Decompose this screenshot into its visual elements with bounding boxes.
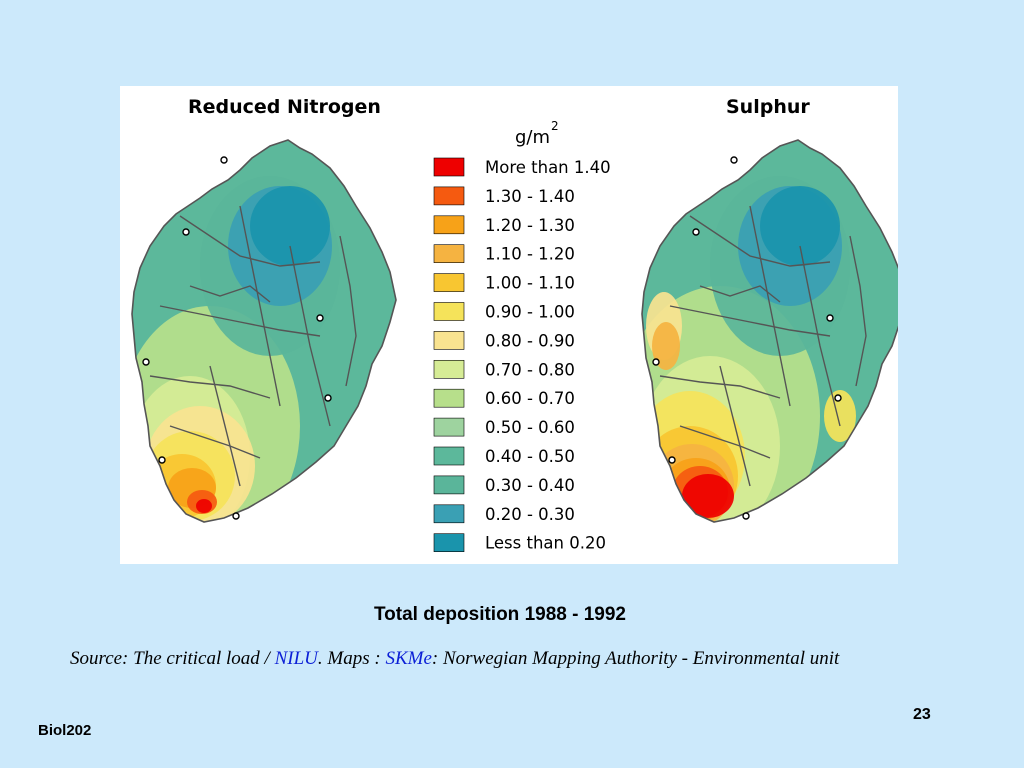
river-line <box>289 245 331 427</box>
source-mid: . Maps : <box>317 648 386 669</box>
nitrogen-map-title: Reduced Nitrogen <box>188 96 381 118</box>
town-marker <box>692 228 700 236</box>
legend-label: 1.30 - 1.40 <box>485 187 575 206</box>
legend-swatch <box>433 504 465 524</box>
unit-base: g/m <box>515 127 550 148</box>
legend-swatch <box>433 273 465 292</box>
river-line <box>749 205 791 407</box>
town-marker <box>158 456 166 464</box>
legend-swatch <box>433 186 465 206</box>
sulphur-deposition-map <box>641 139 898 523</box>
coastline <box>131 139 397 523</box>
legend-swatch <box>433 157 465 177</box>
river-line <box>799 245 841 427</box>
legend-label: 0.80 - 0.90 <box>485 331 575 350</box>
river-line <box>669 305 831 337</box>
deposition-zone <box>824 390 856 442</box>
legend-swatch <box>433 244 465 263</box>
river-line <box>159 305 321 337</box>
river-line <box>189 285 271 303</box>
river-line <box>659 375 781 399</box>
town-marker <box>834 394 842 402</box>
legend-unit: g/m 2 <box>515 119 559 148</box>
legend-swatch <box>433 215 465 235</box>
legend-label: 1.00 - 1.10 <box>485 274 575 293</box>
legend-label: 0.40 - 0.50 <box>485 447 575 466</box>
river-line <box>719 365 751 487</box>
town-marker <box>826 314 834 322</box>
legend-swatch <box>433 475 465 495</box>
town-marker <box>730 156 738 164</box>
legend-label: Less than 0.20 <box>485 534 606 553</box>
deposition-zone <box>652 322 680 370</box>
legend-label: More than 1.40 <box>485 158 611 177</box>
sulphur-map-title: Sulphur <box>726 96 810 118</box>
town-marker <box>220 156 228 164</box>
unit-exponent: 2 <box>551 119 559 133</box>
legend-swatch <box>433 446 465 466</box>
river-line <box>679 425 771 459</box>
town-marker <box>652 358 660 366</box>
river-line <box>849 235 867 387</box>
legend-swatch <box>433 331 465 350</box>
deposition-zone <box>760 186 840 266</box>
source-prefix: Source: The critical load / <box>70 648 275 669</box>
town-marker <box>232 512 240 520</box>
town-marker <box>142 358 150 366</box>
river-line <box>699 285 781 303</box>
river-line <box>149 375 271 399</box>
river-line <box>339 235 357 387</box>
legend-label: 0.90 - 1.00 <box>485 303 575 322</box>
source-suffix: : Norwegian Mapping Authority - Environm… <box>431 648 840 669</box>
town-marker <box>324 394 332 402</box>
legend-label: 0.70 - 0.80 <box>485 360 575 379</box>
legend-swatch <box>433 388 465 408</box>
deposition-zone <box>682 474 734 518</box>
legend-swatch <box>433 302 465 321</box>
deposition-zone <box>250 186 330 266</box>
legend-swatch <box>433 533 465 553</box>
deposition-zone <box>196 499 212 513</box>
legend: More than 1.40 1.30 - 1.40 1.20 - 1.30 1.10… <box>433 157 611 553</box>
town-marker <box>316 314 324 322</box>
legend-swatch <box>433 359 465 379</box>
legend-label: 0.30 - 0.40 <box>485 476 575 495</box>
page-number: 23 <box>913 706 931 723</box>
nilu-link[interactable]: NILU <box>274 648 318 669</box>
skme-link[interactable]: SKMe <box>385 648 432 669</box>
legend-swatch <box>433 417 465 437</box>
course-label: Biol202 <box>38 722 92 739</box>
town-marker <box>182 228 190 236</box>
town-marker <box>668 456 676 464</box>
legend-label: 0.50 - 0.60 <box>485 418 575 437</box>
deposition-figure: Reduced Nitrogen Sulphur g/m 2 More than… <box>120 86 898 564</box>
river-line <box>169 425 261 459</box>
river-line <box>239 205 281 407</box>
legend-label: 1.20 - 1.30 <box>485 216 575 235</box>
town-marker <box>742 512 750 520</box>
river-line <box>209 365 241 487</box>
figure-caption: Total deposition 1988 - 1992 <box>373 604 626 625</box>
legend-label: 0.60 - 0.70 <box>485 389 575 408</box>
source-note: Source: The critical load / NILU. Maps :… <box>70 645 850 673</box>
legend-label: 1.10 - 1.20 <box>485 245 575 264</box>
coastline <box>641 139 898 523</box>
legend-label: 0.20 - 0.30 <box>485 505 575 524</box>
nitrogen-deposition-map <box>131 139 397 523</box>
